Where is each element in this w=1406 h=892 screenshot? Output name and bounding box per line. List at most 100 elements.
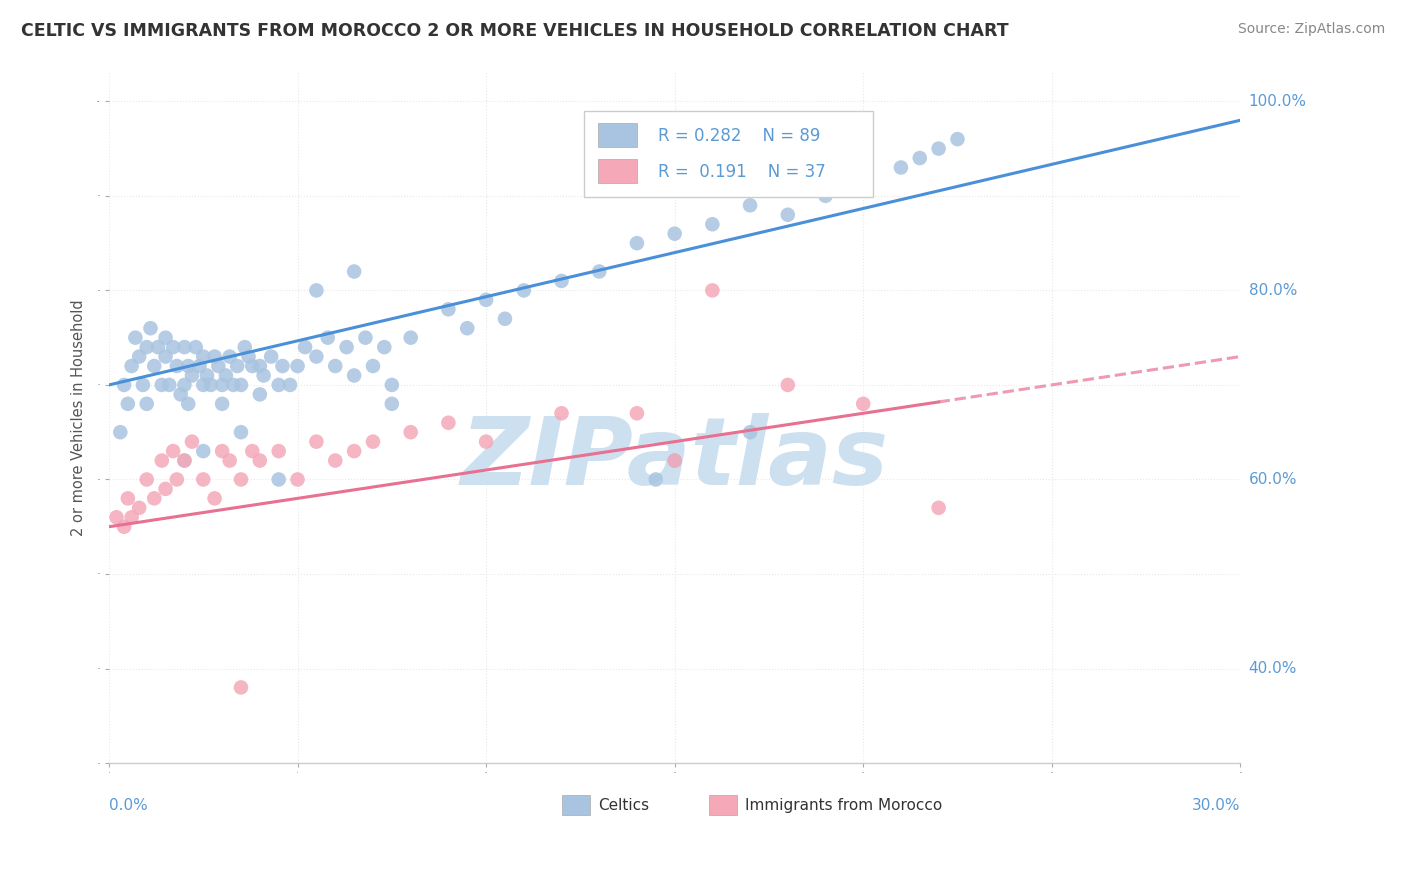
Point (155, 350, 177, 364)
Point (738, 425, 761, 440)
Point (200, 378, 222, 392)
Point (928, 142, 950, 156)
Point (211, 378, 233, 392)
Point (193, 444, 215, 458)
Point (173, 340, 195, 354)
Point (169, 387, 191, 401)
Point (664, 227, 686, 241)
Point (776, 378, 799, 392)
Point (135, 473, 157, 487)
Point (928, 500, 950, 515)
Text: ZIPatlas: ZIPatlas (461, 413, 889, 506)
Point (204, 350, 226, 364)
Text: 30.0%: 30.0% (1192, 797, 1240, 813)
Point (146, 340, 169, 354)
Point (354, 331, 377, 345)
Y-axis label: 2 or more Vehicles in Household: 2 or more Vehicles in Household (72, 300, 86, 536)
Point (135, 397, 157, 411)
Point (267, 444, 290, 458)
Point (550, 406, 572, 420)
Point (240, 444, 263, 458)
Point (204, 491, 226, 506)
Text: R =  0.191    N = 37: R = 0.191 N = 37 (658, 162, 825, 181)
Point (323, 453, 346, 467)
Point (702, 217, 724, 231)
Point (162, 340, 184, 354)
Point (135, 340, 157, 354)
Point (222, 378, 245, 392)
Point (361, 359, 384, 373)
Text: 60.0%: 60.0% (1249, 472, 1298, 487)
Point (240, 359, 263, 373)
Point (211, 444, 233, 458)
Point (112, 519, 135, 533)
Point (399, 425, 422, 440)
Point (211, 397, 233, 411)
Point (128, 350, 150, 364)
Point (150, 453, 173, 467)
Point (852, 397, 875, 411)
Point (150, 378, 173, 392)
Point (128, 500, 150, 515)
Point (626, 236, 648, 251)
Point (193, 378, 215, 392)
Point (188, 359, 211, 373)
Point (143, 491, 166, 506)
Point (117, 397, 139, 411)
Point (215, 368, 238, 383)
Point (852, 169, 875, 184)
Point (475, 293, 498, 307)
Point (287, 359, 309, 373)
Point (226, 359, 249, 373)
Point (361, 434, 384, 449)
Text: Celtics: Celtics (598, 798, 648, 814)
Point (399, 331, 422, 345)
Point (494, 311, 516, 326)
Point (305, 284, 328, 298)
Point (195, 368, 218, 383)
Point (173, 453, 195, 467)
Point (271, 359, 294, 373)
Point (305, 350, 328, 364)
Point (105, 510, 128, 524)
Point (249, 387, 271, 401)
Point (626, 406, 648, 420)
Text: 80.0%: 80.0% (1249, 283, 1296, 298)
Point (702, 284, 724, 298)
Point (177, 359, 200, 373)
Point (305, 434, 328, 449)
Point (173, 453, 195, 467)
Point (249, 453, 271, 467)
Point (664, 453, 686, 467)
FancyBboxPatch shape (583, 111, 873, 197)
Point (166, 359, 188, 373)
Point (181, 434, 204, 449)
Point (267, 378, 290, 392)
FancyBboxPatch shape (598, 123, 637, 147)
Point (437, 302, 460, 317)
Text: Immigrants from Morocco: Immigrants from Morocco (745, 798, 942, 814)
Text: 100.0%: 100.0% (1249, 94, 1306, 109)
Point (588, 264, 610, 278)
Point (117, 491, 139, 506)
FancyBboxPatch shape (598, 160, 637, 184)
Point (343, 444, 366, 458)
Point (193, 473, 215, 487)
Point (124, 331, 146, 345)
Point (343, 368, 366, 383)
Point (238, 350, 260, 364)
Point (229, 473, 252, 487)
Point (139, 321, 162, 335)
Text: 0.0%: 0.0% (110, 797, 148, 813)
Point (229, 378, 252, 392)
Point (229, 681, 252, 695)
Point (323, 359, 346, 373)
Point (143, 359, 166, 373)
Point (664, 453, 686, 467)
Point (890, 161, 912, 175)
Point (373, 340, 395, 354)
Point (157, 378, 180, 392)
Point (260, 350, 283, 364)
Text: Source: ZipAtlas.com: Source: ZipAtlas.com (1237, 22, 1385, 37)
Point (218, 350, 240, 364)
